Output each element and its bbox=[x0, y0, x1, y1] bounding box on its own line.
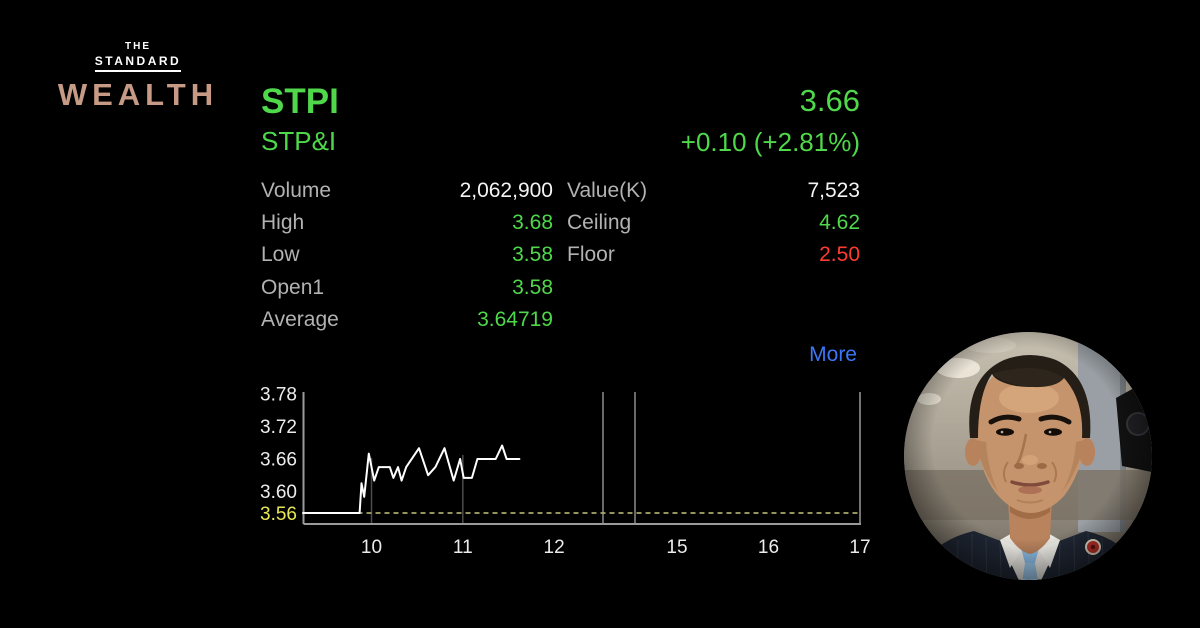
stat-value: 3.58 bbox=[512, 243, 553, 267]
stats-row: Value(K) 7,523 bbox=[567, 177, 860, 209]
y-tick-label: 3.78 bbox=[260, 385, 297, 406]
stat-label: Volume bbox=[261, 179, 332, 202]
stats-row: Ceiling 4.62 bbox=[567, 209, 860, 241]
stat-label: High bbox=[261, 211, 305, 235]
photo-vignette bbox=[904, 332, 1152, 580]
stat-label: Average bbox=[261, 307, 339, 331]
stat-value: 2,062,900 bbox=[459, 179, 553, 202]
intraday-price-chart: 3.78 3.72 3.66 3.603.56 10 11 12 15 16 17 bbox=[260, 385, 871, 558]
stat-value: 3.68 bbox=[512, 211, 553, 235]
stats-row: Average 3.64719 bbox=[261, 306, 553, 338]
stats-row: Volume 2,062,900 bbox=[261, 177, 553, 209]
stats-table: Volume 2,062,900 High 3.68 Low 3.58 Open1 3.58 A… bbox=[261, 177, 860, 338]
stats-column-left: Volume 2,062,900 High 3.68 Low 3.58 Open1 3.58 A… bbox=[261, 177, 553, 338]
x-tick-label: 10 bbox=[361, 537, 382, 558]
stat-value: 4.62 bbox=[819, 211, 860, 235]
stat-label: Ceiling bbox=[567, 211, 632, 235]
logo-standard-text: STANDARD bbox=[94, 55, 182, 72]
stat-label: Value(K) bbox=[567, 179, 648, 202]
more-link[interactable]: More bbox=[809, 343, 857, 366]
stats-row: Floor 2.50 bbox=[567, 241, 860, 273]
stat-value: 3.58 bbox=[512, 275, 553, 299]
stock-name: STP&I bbox=[261, 126, 337, 156]
stat-value: 3.64719 bbox=[477, 307, 553, 331]
portrait-photo bbox=[904, 332, 1152, 580]
x-tick-label: 16 bbox=[758, 537, 779, 558]
price-line bbox=[302, 444, 521, 514]
brand-logo: THE STANDARD WEALTH bbox=[50, 42, 226, 111]
last-price: 3.66 bbox=[799, 83, 860, 118]
stat-value: 7,523 bbox=[807, 179, 860, 202]
stat-label: Floor bbox=[567, 243, 615, 267]
price-change: +0.10 (+2.81%) bbox=[680, 127, 860, 157]
x-tick-label: 15 bbox=[666, 537, 687, 558]
y-tick-label: 3.60 bbox=[260, 482, 297, 503]
stat-label: Low bbox=[261, 243, 300, 267]
logo-the-text: THE bbox=[125, 41, 151, 52]
y-tick-label: 3.66 bbox=[260, 450, 297, 471]
stock-symbol: STPI bbox=[261, 82, 339, 121]
stat-label: Open1 bbox=[261, 275, 325, 299]
stats-column-right: Value(K) 7,523 Ceiling 4.62 Floor 2.50 bbox=[567, 177, 860, 338]
logo-wealth-wordmark: WEALTH bbox=[57, 77, 219, 112]
stats-row: High 3.68 bbox=[261, 209, 553, 241]
y-tick-label: 3.72 bbox=[260, 417, 297, 438]
x-tick-label: 17 bbox=[849, 537, 870, 558]
prev-close-label: 3.56 bbox=[260, 504, 297, 525]
x-tick-label: 12 bbox=[544, 537, 565, 558]
stat-value: 2.50 bbox=[819, 243, 860, 267]
stats-row: Low 3.58 bbox=[261, 241, 553, 273]
x-tick-label: 11 bbox=[453, 537, 473, 558]
stats-row: Open1 3.58 bbox=[261, 274, 553, 306]
